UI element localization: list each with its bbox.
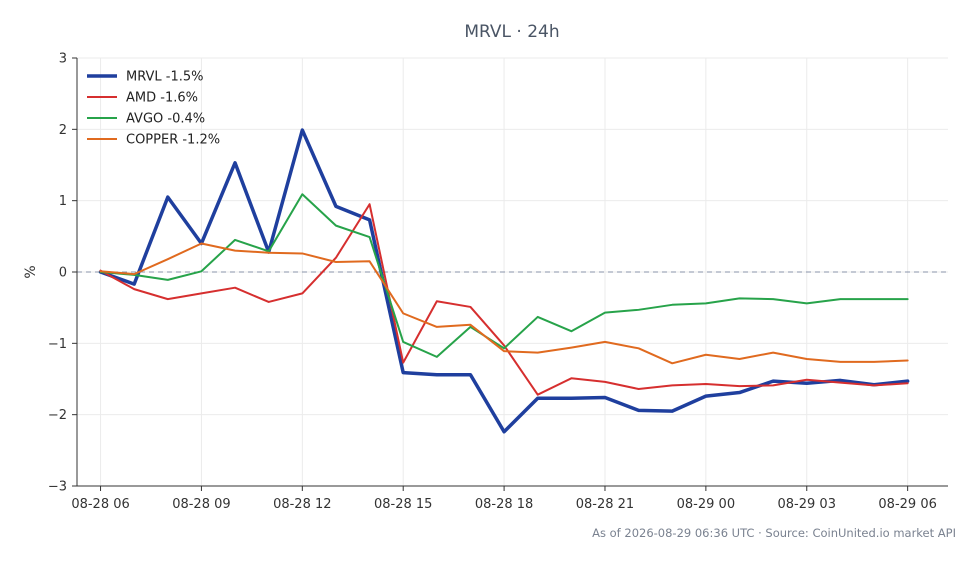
chart-title: MRVL · 24h bbox=[464, 22, 559, 42]
x-tick-label-4: 08-28 18 bbox=[475, 497, 533, 512]
y-tick-label-4: 1 bbox=[59, 194, 67, 209]
series-lines bbox=[98, 128, 910, 434]
x-tick-label-1: 08-28 09 bbox=[172, 497, 230, 512]
x-tick-label-6: 08-29 00 bbox=[677, 497, 735, 512]
legend-label-3: COPPER -1.2% bbox=[126, 133, 220, 148]
y-tick-label-0: −3 bbox=[48, 480, 67, 495]
y-tick-label-1: −2 bbox=[48, 408, 67, 423]
series-line-3 bbox=[99, 242, 909, 365]
y-ticks: −3 −2 −1 0 1 2 3 bbox=[48, 52, 77, 495]
x-tick-label-0: 08-28 06 bbox=[71, 497, 129, 512]
x-tick-label-8: 08-29 06 bbox=[878, 497, 936, 512]
y-tick-label-3: 0 bbox=[59, 266, 67, 281]
x-tick-label-2: 08-28 12 bbox=[273, 497, 331, 512]
legend-label-0: MRVL -1.5% bbox=[126, 70, 204, 85]
y-tick-label-6: 3 bbox=[59, 52, 67, 67]
series-line-0 bbox=[98, 128, 910, 434]
y-tick-label-5: 2 bbox=[59, 123, 67, 138]
legend-label-2: AVGO -0.4% bbox=[126, 112, 205, 127]
x-tick-label-3: 08-28 15 bbox=[374, 497, 432, 512]
x-tick-label-5: 08-28 21 bbox=[576, 497, 634, 512]
y-tick-label-2: −1 bbox=[48, 337, 67, 352]
y-axis-label: % bbox=[23, 265, 39, 278]
footer-source-note: As of 2026-08-29 06:36 UTC · Source: Coi… bbox=[592, 526, 956, 540]
series-line-1 bbox=[99, 203, 909, 396]
grid bbox=[77, 57, 948, 487]
legend-label-1: AMD -1.6% bbox=[126, 91, 198, 106]
legend: MRVL -1.5% AMD -1.6% AVGO -0.4% COPPER -1.2… bbox=[87, 70, 220, 148]
x-tick-label-7: 08-29 03 bbox=[778, 497, 836, 512]
x-ticks: 08-28 06 08-28 09 08-28 12 08-28 15 08-28 18… bbox=[71, 486, 937, 512]
series-line-2 bbox=[99, 193, 909, 358]
